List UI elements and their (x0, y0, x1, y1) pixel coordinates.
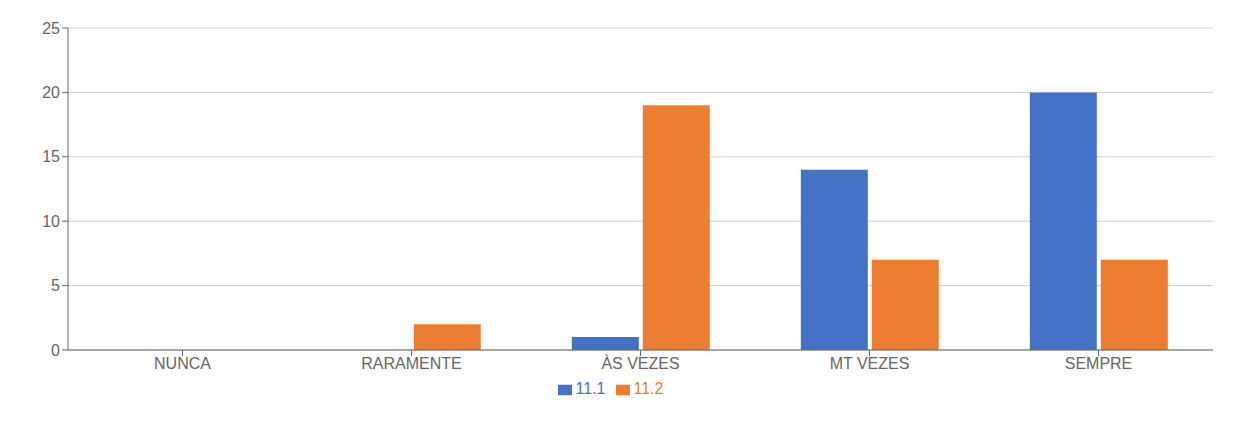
svg-text:10: 10 (42, 213, 60, 230)
svg-text:SEMPRE: SEMPRE (1065, 355, 1133, 372)
svg-text:20: 20 (42, 84, 60, 101)
html-text:11.2: 11.2 (633, 380, 664, 397)
svg-text:MT VEZES: MT VEZES (830, 355, 910, 372)
svg-text:RARAMENTE: RARAMENTE (361, 355, 461, 372)
svg-text:0: 0 (51, 342, 60, 359)
svg-text:NUNCA: NUNCA (154, 355, 211, 372)
svg-text:ÀS VEZES: ÀS VEZES (601, 354, 679, 372)
svg-text:25: 25 (42, 20, 60, 37)
svg-text:5: 5 (51, 277, 60, 294)
svg-text:15: 15 (42, 148, 60, 165)
html-text:11.1: 11.1 (575, 380, 606, 397)
